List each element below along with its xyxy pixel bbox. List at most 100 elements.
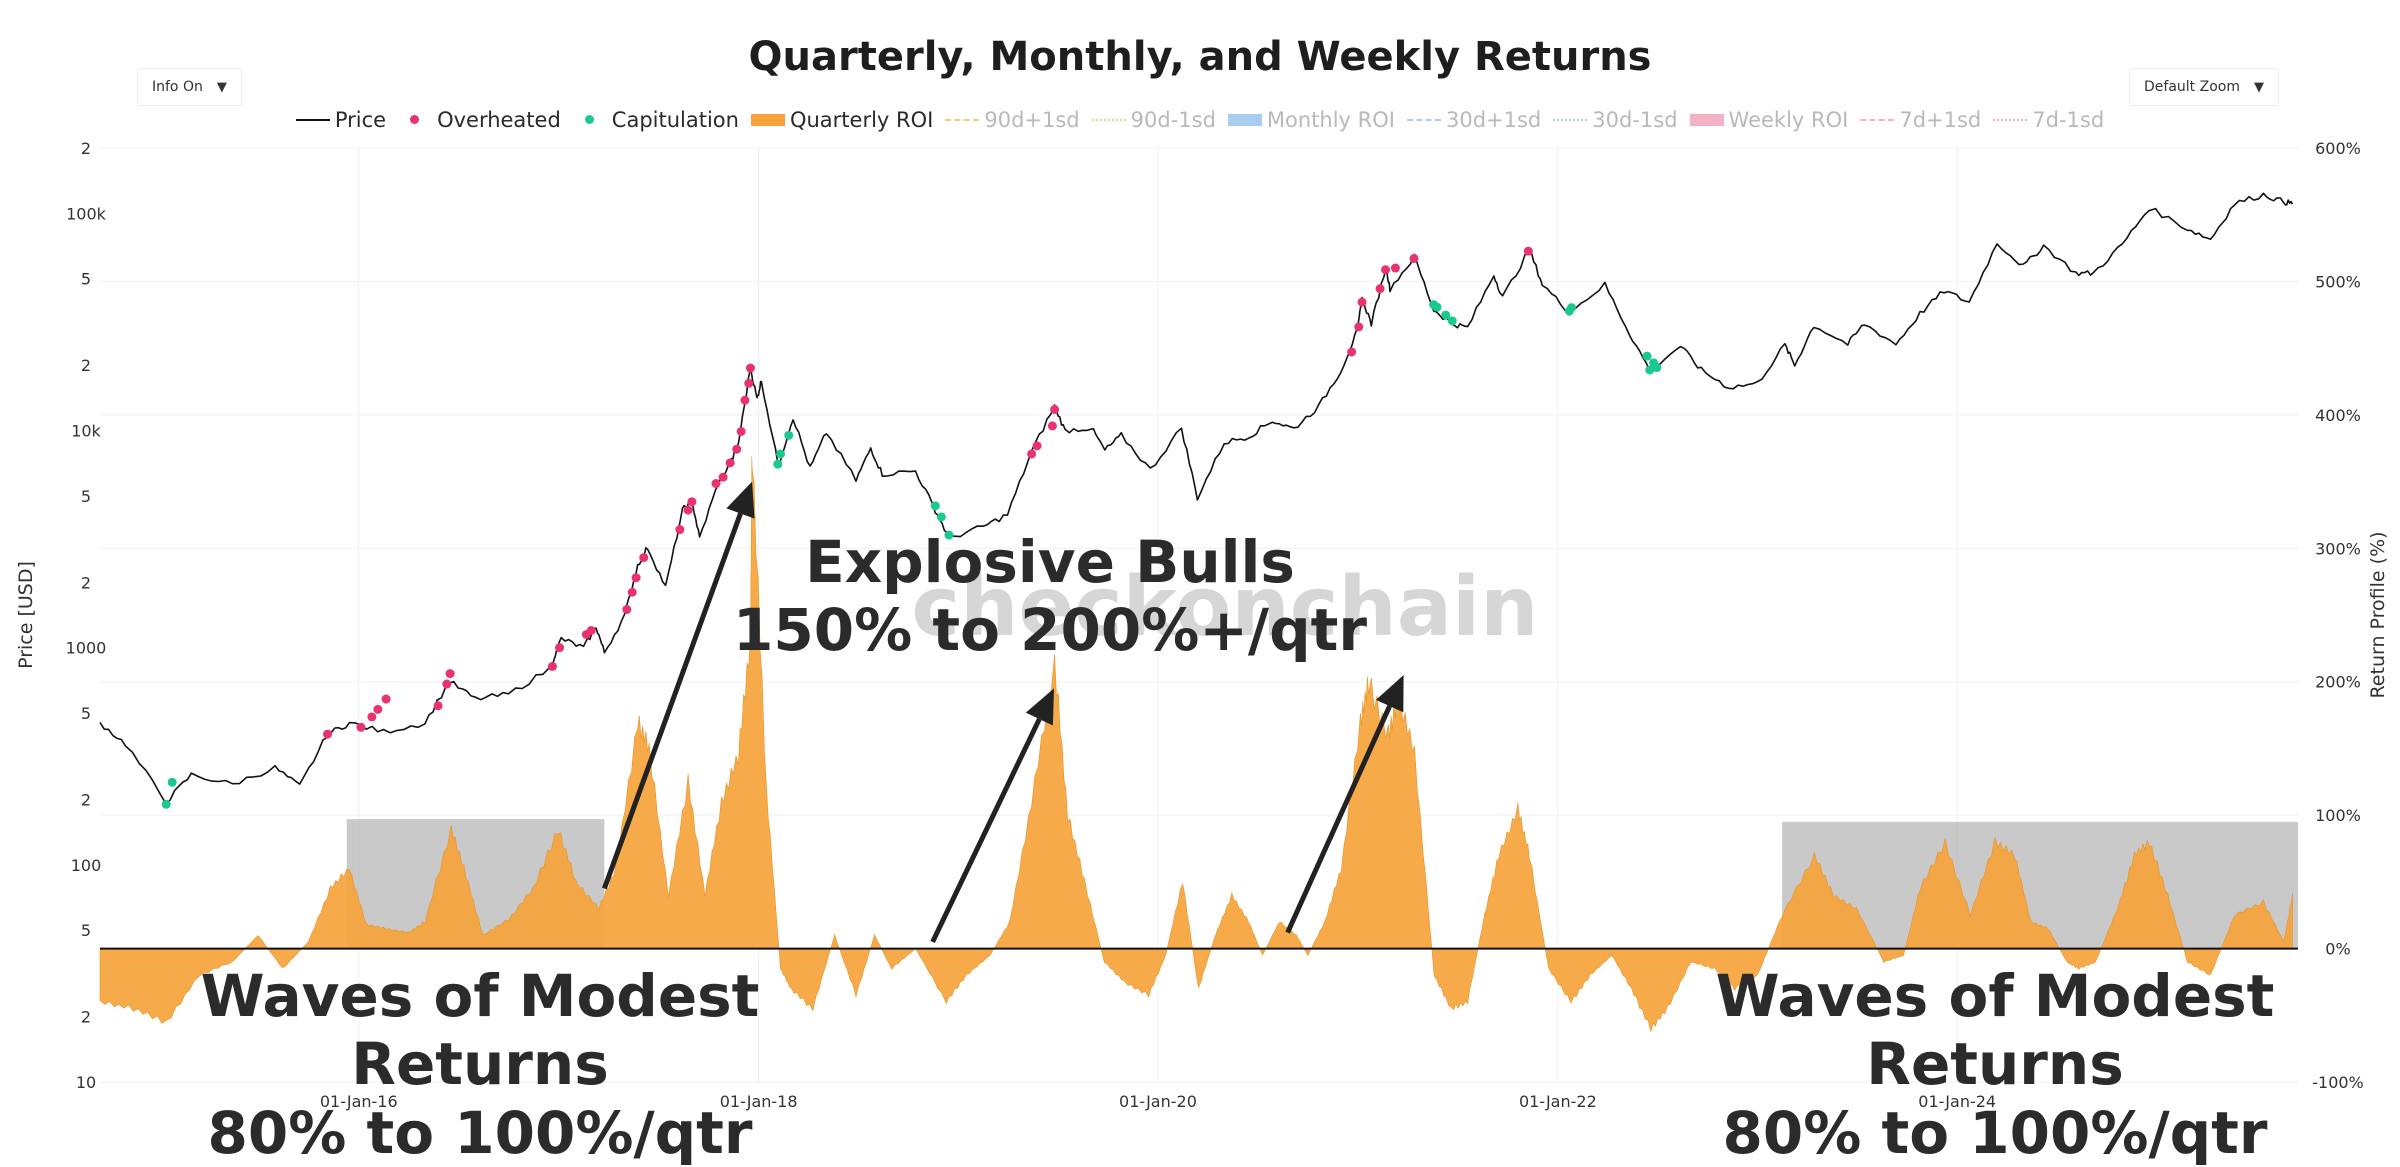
quarterly-roi-area bbox=[99, 456, 2293, 1032]
overheated-marker bbox=[323, 729, 333, 739]
explosive-bulls-title: Explosive Bulls bbox=[805, 528, 1295, 596]
y2-tick-label: 200% bbox=[2315, 673, 2361, 692]
legend-swatch-dot-icon bbox=[398, 112, 432, 128]
legend-label: 30d+1sd bbox=[1445, 108, 1542, 132]
overheated-marker bbox=[1390, 263, 1400, 273]
arrow-shaft bbox=[602, 512, 743, 890]
y-tick-label: 1000 bbox=[66, 639, 107, 658]
overheated-marker bbox=[1027, 449, 1037, 459]
overheated-marker bbox=[725, 458, 735, 468]
y-tick-label: 100k bbox=[66, 204, 107, 223]
x-tick-label: 01-Jan-22 bbox=[1519, 1092, 1597, 1111]
arrow-head bbox=[726, 481, 755, 519]
legend-item-monthly-roi[interactable]: Monthly ROI bbox=[1227, 108, 1395, 132]
legend-item-7d-1sd[interactable]: 7d-1sd bbox=[1993, 108, 2104, 132]
watermark: checkonchain bbox=[911, 560, 1538, 655]
roi-area bbox=[99, 456, 2293, 1032]
legend-swatch-dash-icon bbox=[945, 112, 980, 128]
overheated-marker bbox=[1409, 253, 1419, 263]
zoom-dropdown[interactable]: Default Zoom ▼ bbox=[2129, 68, 2279, 106]
capitulation-marker bbox=[944, 530, 954, 540]
y-tick-label: 2 bbox=[81, 573, 91, 592]
legend-swatch-dot-line-icon bbox=[1993, 112, 2028, 128]
legend-swatch-dash-icon bbox=[1860, 112, 1895, 128]
y2-tick-label: 600% bbox=[2315, 139, 2361, 158]
legend-item-overheated[interactable]: Overheated bbox=[398, 108, 561, 132]
y2-tick-label: 400% bbox=[2315, 406, 2361, 425]
info-toggle-dropdown[interactable]: Info On ▼ bbox=[137, 68, 242, 106]
capitulation-marker bbox=[1441, 310, 1451, 320]
capitulation-marker bbox=[167, 777, 177, 787]
overheated-marker bbox=[445, 669, 455, 679]
overheated-marker bbox=[1354, 322, 1364, 332]
y2-tick-label: 0% bbox=[2325, 940, 2350, 959]
legend-item-price[interactable]: Price bbox=[295, 108, 387, 132]
x-tick-label: 01-Jan-24 bbox=[1918, 1092, 1996, 1111]
capitulation-marker bbox=[930, 501, 940, 511]
modest-right-range: 80% to 100%/qtr bbox=[1722, 1098, 2268, 1167]
y2-tick-label: 500% bbox=[2315, 272, 2361, 291]
y-tick-label: 5 bbox=[81, 270, 91, 289]
overheated-marker bbox=[433, 701, 443, 711]
overheated-marker bbox=[732, 444, 742, 454]
modest-returns-right-annotation: Waves of Modest Returns 80% to 100%/qtr bbox=[1615, 962, 2375, 1167]
capitulation-marker bbox=[1645, 365, 1655, 375]
overheated-marker bbox=[736, 426, 746, 436]
legend-swatch-dot-line-icon bbox=[1553, 112, 1588, 128]
y-tick-label: 2 bbox=[81, 1008, 91, 1027]
legend-label: 7d-1sd bbox=[2032, 108, 2105, 132]
y2-tick-label: -100% bbox=[2312, 1073, 2364, 1092]
legend-item-90d-1sd[interactable]: 90d-1sd bbox=[1091, 108, 1216, 132]
legend-label: Price bbox=[334, 108, 387, 132]
legend-label: Weekly ROI bbox=[1728, 108, 1849, 132]
overheated-marker bbox=[744, 378, 754, 388]
y-tick-label: 10 bbox=[76, 1073, 96, 1092]
y-axis-label: Price [USD] bbox=[15, 561, 37, 669]
legend-item-quarterly-roi[interactable]: Quarterly ROI bbox=[750, 108, 934, 132]
legend-item-7d-1sd[interactable]: 7d+1sd bbox=[1860, 108, 1981, 132]
overheated-marker bbox=[675, 525, 685, 535]
capitulation-marker bbox=[1652, 363, 1662, 373]
overheated-marker bbox=[1523, 246, 1533, 256]
capitulation-marker bbox=[1432, 302, 1442, 312]
capitulation-marker bbox=[773, 459, 783, 469]
overheated-marker bbox=[547, 661, 557, 671]
legend-label: Quarterly ROI bbox=[789, 108, 934, 132]
capitulation-marker bbox=[784, 430, 794, 440]
legend-swatch-dot-icon bbox=[573, 112, 607, 128]
y-tick-label: 2 bbox=[81, 356, 91, 375]
overheated-marker bbox=[381, 694, 391, 704]
y-tick-label: 100 bbox=[71, 856, 102, 875]
info-toggle-label: Info On bbox=[152, 79, 203, 95]
y2-axis-label: Return Profile (%) bbox=[2367, 531, 2389, 698]
overheated-marker bbox=[639, 553, 649, 563]
x-tick-label: 01-Jan-16 bbox=[320, 1092, 398, 1111]
x-tick-label: 01-Jan-20 bbox=[1119, 1092, 1197, 1111]
overheated-marker bbox=[356, 722, 366, 732]
modest-returns-left-annotation: Waves of Modest Returns 80% to 100%/qtr bbox=[100, 962, 860, 1167]
legend-swatch-bar-icon bbox=[750, 112, 785, 128]
arrow-shaft bbox=[1285, 705, 1392, 934]
overheated-marker bbox=[373, 704, 383, 714]
overheated-marker bbox=[442, 679, 452, 689]
legend-swatch-dot-line-icon bbox=[1091, 112, 1126, 128]
legend-item-30d-1sd[interactable]: 30d-1sd bbox=[1553, 108, 1678, 132]
overheated-marker bbox=[631, 573, 641, 583]
modest-left-title: Waves of Modest Returns bbox=[200, 962, 760, 1099]
legend-item-weekly-roi[interactable]: Weekly ROI bbox=[1689, 108, 1849, 132]
legend-label: Monthly ROI bbox=[1266, 108, 1395, 132]
overheated-marker bbox=[622, 604, 632, 614]
overheated-marker bbox=[687, 497, 697, 507]
legend-swatch-bar-icon bbox=[1689, 112, 1724, 128]
y-tick-label: 2 bbox=[81, 139, 91, 158]
legend-item-30d-1sd[interactable]: 30d+1sd bbox=[1406, 108, 1542, 132]
legend-item-capitulation[interactable]: Capitulation bbox=[573, 108, 739, 132]
chevron-down-icon: ▼ bbox=[216, 80, 227, 95]
legend-item-90d-1sd[interactable]: 90d+1sd bbox=[945, 108, 1080, 132]
legend-label: 90d-1sd bbox=[1130, 108, 1216, 132]
y-tick-label: 5 bbox=[81, 921, 91, 940]
capitulation-marker bbox=[1642, 351, 1652, 361]
overheated-marker bbox=[711, 479, 721, 489]
zoom-dropdown-label: Default Zoom bbox=[2144, 79, 2240, 95]
y-tick-label: 5 bbox=[81, 704, 91, 723]
